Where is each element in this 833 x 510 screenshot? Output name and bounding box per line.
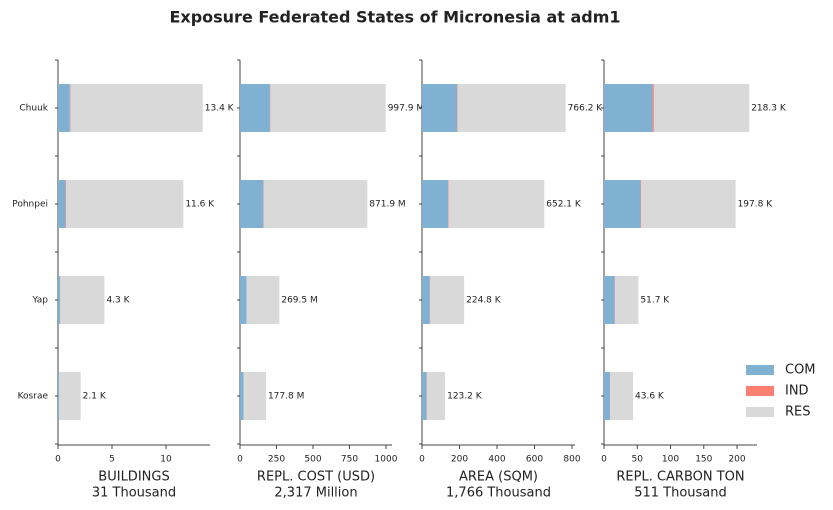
total-label: 123.2 K: [447, 392, 483, 402]
x-tick-label: 800: [563, 455, 580, 465]
bar-segment: [246, 276, 280, 324]
total-label: 13.4 K: [205, 104, 235, 114]
bar-segment: [69, 84, 71, 132]
total-label: 177.8 M: [268, 392, 304, 402]
x-axis-sublabel: 2,317 Million: [274, 486, 357, 501]
bar-segment: [58, 276, 61, 324]
total-label: 43.6 K: [635, 392, 665, 402]
x-tick-label: 0: [601, 455, 607, 465]
legend-label: RES: [785, 405, 811, 420]
x-axis-sublabel: 31 Thousand: [92, 486, 176, 501]
bar-segment: [240, 180, 264, 228]
bar-segment: [604, 276, 615, 324]
x-tick-label: 10: [160, 455, 172, 465]
bar-segment: [448, 180, 449, 228]
x-axis-label: REPL. CARBON TON: [616, 470, 744, 485]
bar-segment: [640, 180, 642, 228]
total-label: 871.9 M: [369, 200, 405, 210]
x-tick-label: 0: [55, 455, 61, 465]
legend-label: COM: [785, 363, 816, 378]
x-tick-label: 1000: [375, 455, 398, 465]
total-label: 51.7 K: [640, 296, 670, 306]
bar-segment: [604, 180, 641, 228]
bar-segment: [240, 372, 244, 420]
bar-segment: [422, 180, 449, 228]
x-axis-sublabel: 1,766 Thousand: [446, 486, 551, 501]
bar-segment: [457, 84, 458, 132]
bar-segment: [604, 372, 610, 420]
bar-segment: [58, 372, 60, 420]
x-axis-label: REPL. COST (USD): [257, 470, 375, 485]
bar-segment: [641, 180, 736, 228]
bar-segment: [263, 180, 368, 228]
x-tick-label: 0: [237, 455, 243, 465]
bar-segment: [66, 180, 184, 228]
total-label: 766.2 K: [568, 104, 604, 114]
x-tick-label: 0: [419, 455, 425, 465]
total-label: 269.5 M: [281, 296, 317, 306]
bar-segment: [70, 84, 203, 132]
chart-title: Exposure Federated States of Micronesia …: [169, 8, 620, 27]
bar-segment: [422, 372, 427, 420]
y-tick-label: Yap: [32, 296, 49, 306]
x-tick-label: 150: [695, 455, 712, 465]
total-label: 11.6 K: [185, 200, 215, 210]
bar-segment: [58, 180, 66, 228]
bar-segment: [58, 84, 70, 132]
total-label: 2.1 K: [83, 392, 107, 402]
bar-segment: [422, 276, 430, 324]
bar-segment: [65, 180, 67, 228]
total-label: 218.3 K: [751, 104, 787, 114]
x-tick-label: 5: [109, 455, 115, 465]
total-label: 4.3 K: [106, 296, 130, 306]
bar-segment: [457, 84, 566, 132]
total-label: 197.8 K: [738, 200, 774, 210]
legend-swatch: [746, 365, 774, 375]
x-tick-label: 100: [662, 455, 679, 465]
x-tick-label: 400: [488, 455, 505, 465]
legend-swatch: [746, 386, 774, 396]
x-axis-label: AREA (SQM): [459, 470, 538, 485]
y-tick-label: Kosrae: [18, 392, 49, 402]
x-tick-label: 600: [526, 455, 543, 465]
bar-segment: [240, 84, 270, 132]
bar-segment: [426, 372, 446, 420]
x-tick-label: 50: [632, 455, 644, 465]
bar-segment: [448, 180, 545, 228]
x-tick-label: 200: [451, 455, 468, 465]
legend-swatch: [746, 407, 774, 417]
y-tick-label: Pohnpei: [12, 200, 48, 210]
bar-segment: [270, 84, 386, 132]
bar-segment: [243, 372, 266, 420]
bar-segment: [430, 276, 465, 324]
bar-segment: [60, 276, 105, 324]
x-tick-label: 750: [341, 455, 358, 465]
bar-segment: [240, 276, 247, 324]
x-tick-label: 200: [728, 455, 745, 465]
legend-label: IND: [785, 384, 809, 399]
bar-segment: [610, 372, 634, 420]
total-label: 652.1 K: [546, 200, 582, 210]
bar-segment: [604, 84, 653, 132]
x-axis-label: BUILDINGS: [98, 470, 169, 485]
bar-segment: [422, 84, 458, 132]
y-tick-label: Chuuk: [19, 104, 48, 114]
x-axis-sublabel: 511 Thousand: [634, 486, 727, 501]
bar-segment: [59, 372, 81, 420]
total-label: 997.9 M: [388, 104, 424, 114]
x-tick-label: 500: [304, 455, 321, 465]
bar-segment: [652, 84, 654, 132]
bar-segment: [614, 276, 639, 324]
total-label: 224.8 K: [466, 296, 502, 306]
x-tick-label: 250: [268, 455, 285, 465]
bar-segment: [653, 84, 750, 132]
